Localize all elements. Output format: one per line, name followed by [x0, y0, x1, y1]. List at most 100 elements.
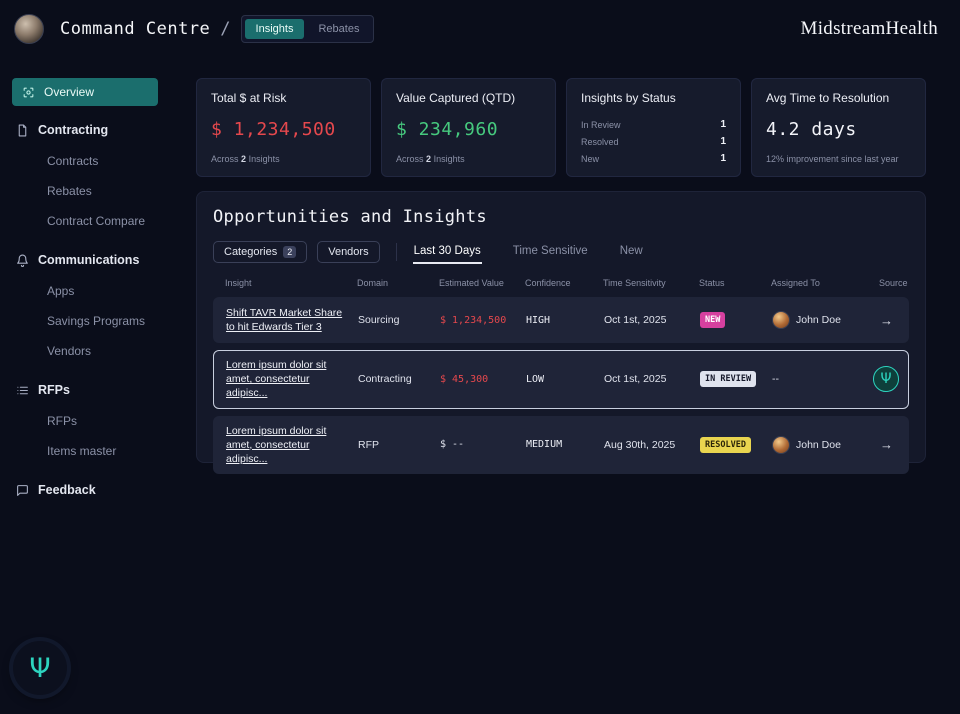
stats-row: Total $ at Risk $ 1,234,500 Across 2 Ins…: [196, 78, 926, 177]
stat-title: Total $ at Risk: [211, 91, 287, 105]
panel-title: Opportunities and Insights: [213, 207, 487, 227]
filter-bar: Categories 2 Vendors Last 30 Days Time S…: [213, 240, 909, 264]
categories-filter-button[interactable]: Categories 2: [213, 241, 308, 263]
table-row[interactable]: Shift TAVR Market Share to hit Edwards T…: [213, 297, 909, 343]
status-breakdown-row: New 1: [581, 153, 726, 164]
column-header-time-sensitivity: Time Sensitivity: [603, 278, 666, 288]
sidebar-item-rebates[interactable]: Rebates: [47, 184, 92, 198]
stat-subtitle: Across 2 Insights: [396, 154, 465, 164]
table-header: Insight Domain Estimated Value Confidenc…: [213, 264, 909, 297]
status-breakdown: In Review 1 Resolved 1 New 1: [581, 119, 726, 164]
confidence-cell: LOW: [526, 373, 545, 385]
vendors-filter-label: Vendors: [328, 246, 369, 258]
column-header-status: Status: [699, 278, 725, 288]
trident-fab-button[interactable]: Ψ: [13, 641, 67, 695]
domain-cell: RFP: [358, 438, 379, 451]
page-title: Command Centre: [60, 19, 211, 39]
row-source-arrow-icon[interactable]: →: [880, 312, 893, 328]
stat-subtitle: 12% improvement since last year: [766, 154, 899, 164]
insight-link[interactable]: Lorem ipsum dolor sit amet, consectetur …: [226, 359, 327, 400]
estimated-value-cell: $ 45,300: [440, 373, 489, 385]
time-sensitivity-cell: Oct 1st, 2025: [604, 373, 667, 386]
column-header-domain: Domain: [357, 278, 389, 288]
status-badge: IN REVIEW: [700, 371, 757, 388]
row-source-arrow-icon[interactable]: →: [880, 437, 893, 453]
domain-cell: Sourcing: [358, 314, 400, 326]
assignee-name: --: [772, 373, 779, 386]
assigned-to-cell: --: [772, 373, 872, 385]
time-sensitivity-cell: Oct 1st, 2025: [604, 314, 667, 326]
user-avatar[interactable]: [14, 14, 44, 44]
rfps-icon: [16, 384, 29, 397]
column-header-assigned-to: Assigned To: [771, 278, 820, 288]
status-badge: RESOLVED: [700, 436, 751, 453]
stat-card-avg-resolution: Avg Time to Resolution 4.2 days 12% impr…: [751, 78, 926, 177]
confidence-cell: HIGH: [526, 314, 551, 326]
sidebar-item-items-master[interactable]: Items master: [47, 444, 117, 458]
stat-card-insights-by-status: Insights by Status In Review 1 Resolved 1 …: [566, 78, 741, 177]
assigned-to-cell: John Doe: [772, 311, 872, 329]
stat-title: Value Captured (QTD): [396, 91, 516, 105]
stat-value: $ 1,234,500: [211, 119, 336, 140]
tab-rebates[interactable]: Rebates: [307, 19, 370, 39]
sidebar-item-contract-compare[interactable]: Contract Compare: [47, 214, 146, 228]
sidebar-item-label: Contracting: [38, 123, 109, 137]
assignee-avatar: [772, 435, 790, 454]
brand-logo: MidstreamHealth: [800, 18, 938, 39]
tab-insights[interactable]: Insights: [244, 19, 305, 39]
breadcrumb-separator: /: [220, 19, 231, 39]
sidebar-item-rfps[interactable]: RFPs: [47, 414, 77, 428]
insight-link[interactable]: Shift TAVR Market Share to hit Edwards T…: [226, 306, 343, 333]
categories-count-badge: 2: [283, 246, 297, 258]
stat-card-value-captured: Value Captured (QTD) $ 234,960 Across 2 …: [381, 78, 556, 177]
filter-divider: [395, 243, 397, 261]
filter-tab-new[interactable]: New: [619, 245, 643, 257]
table-row[interactable]: Lorem ipsum dolor sit amet, consectetur …: [213, 350, 909, 409]
column-header-insight: Insight: [225, 278, 252, 288]
header-tab-group: Insights Rebates: [240, 15, 375, 43]
time-sensitivity-cell: Aug 30th, 2025: [604, 438, 676, 451]
column-header-source: Source: [879, 278, 908, 288]
sidebar-item-communications[interactable]: Communications: [0, 244, 192, 276]
contracting-icon: [16, 124, 29, 137]
filter-tab-time-sensitive[interactable]: Time Sensitive: [512, 245, 588, 257]
assignee-name: John Doe: [796, 314, 841, 326]
estimated-value-cell: $ 1,234,500: [440, 314, 507, 326]
sidebar-item-feedback[interactable]: Feedback: [0, 474, 192, 506]
categories-filter-label: Categories: [224, 246, 278, 258]
sidebar-item-overview[interactable]: Overview: [12, 78, 158, 106]
table-row[interactable]: Lorem ipsum dolor sit amet, consectetur …: [213, 415, 909, 475]
assignee-avatar: [772, 311, 790, 329]
trident-icon: Ψ: [880, 371, 892, 388]
sidebar-item-label: Overview: [44, 85, 95, 99]
stat-title: Avg Time to Resolution: [766, 91, 890, 105]
stat-card-total-at-risk: Total $ at Risk $ 1,234,500 Across 2 Ins…: [196, 78, 371, 177]
stat-subtitle: Across 2 Insights: [211, 154, 280, 164]
domain-cell: Contracting: [358, 373, 412, 386]
overview-icon: [22, 86, 35, 99]
vendors-filter-button[interactable]: Vendors: [317, 241, 380, 263]
stat-value: $ 234,960: [396, 119, 499, 140]
insight-link[interactable]: Lorem ipsum dolor sit amet, consectetur …: [226, 424, 327, 465]
status-breakdown-row: In Review 1: [581, 119, 726, 130]
sidebar-item-label: Communications: [38, 253, 140, 267]
sidebar-item-savings-programs[interactable]: Savings Programs: [47, 314, 146, 328]
status-badge: NEW: [700, 312, 726, 328]
column-header-estimated-value: Estimated Value: [439, 278, 504, 288]
sidebar-item-rfps-section[interactable]: RFPs: [0, 374, 192, 406]
insights-panel: Opportunities and Insights Categories 2 …: [196, 191, 926, 475]
assignee-name: John Doe: [796, 438, 841, 451]
assigned-to-cell: John Doe: [772, 435, 872, 454]
filter-tab-last-30-days[interactable]: Last 30 Days: [412, 240, 482, 264]
estimated-value-cell: $ --: [440, 439, 465, 451]
sidebar-item-contracting[interactable]: Contracting: [0, 114, 192, 146]
sidebar-item-apps[interactable]: Apps: [47, 284, 75, 298]
status-breakdown-row: Resolved 1: [581, 136, 726, 147]
feedback-icon: [16, 484, 29, 497]
communications-icon: [16, 254, 29, 267]
confidence-cell: MEDIUM: [526, 439, 563, 451]
sidebar-item-vendors[interactable]: Vendors: [47, 344, 92, 358]
row-trident-button[interactable]: Ψ: [873, 366, 899, 393]
sidebar-item-contracts[interactable]: Contracts: [47, 154, 99, 168]
sidebar-item-label: RFPs: [38, 383, 70, 397]
